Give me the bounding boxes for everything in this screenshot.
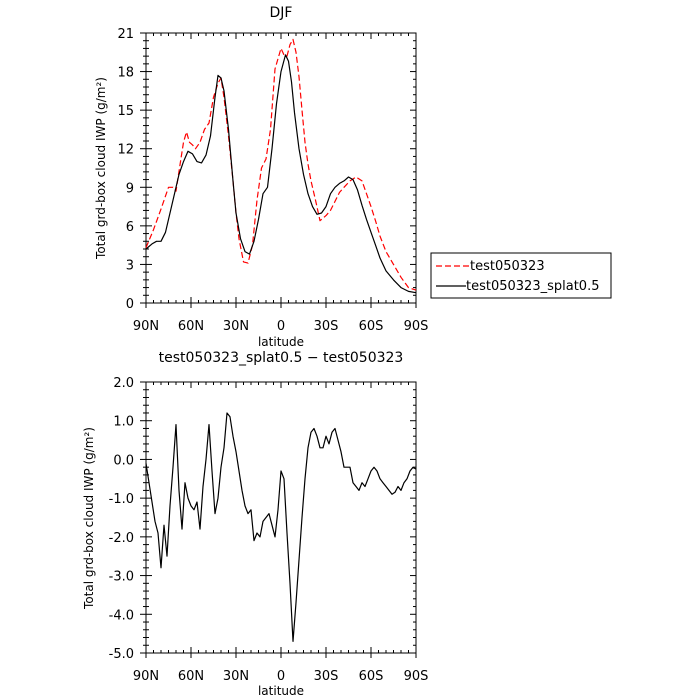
legend: test050323 test050323_splat0.5 <box>430 252 612 299</box>
bottom-y-tick-label: -3.0 <box>109 570 134 585</box>
bottom-chart: test050323_splat0.5 − test050323 -5.0 -4.… <box>82 350 428 698</box>
bottom-x-tick-label: 60S <box>359 669 384 684</box>
bottom-y-tick-label: -4.0 <box>109 608 134 623</box>
bottom-x-tick-label: 0 <box>277 669 285 684</box>
top-y-tick-label: 3 <box>126 258 134 273</box>
top-series-line-1 <box>145 38 417 291</box>
bottom-x-tick-label: 90N <box>133 669 159 684</box>
top-x-tick-label: 90S <box>404 319 429 334</box>
top-x-tick-label: 30N <box>223 319 249 334</box>
bottom-series-line-1 <box>145 412 417 643</box>
legend-box <box>430 252 612 299</box>
legend-label-series-2: test050323_splat0.5 <box>466 279 599 294</box>
top-chart: DJF 0 3 6 9 12 15 18 21 90N 60N 30N 0 30S 60S 90S lat… <box>94 5 612 349</box>
top-x-tick-label: 30S <box>314 319 339 334</box>
bottom-y-tick-label: -2.0 <box>109 531 134 546</box>
bottom-x-tick-label: 30N <box>223 669 249 684</box>
bottom-chart-title: test050323_splat0.5 − test050323 <box>159 350 404 366</box>
top-y-tick-label: 6 <box>126 220 134 235</box>
top-y-tick-label: 12 <box>117 143 134 158</box>
top-x-tick-label: 60S <box>359 319 384 334</box>
bottom-x-ticks: 90N 60N 30N 0 30S 60S 90S <box>133 382 429 684</box>
bottom-y-ticks: -5.0 -4.0 -3.0 -2.0 -1.0 0.0 1.0 2.0 <box>109 376 416 662</box>
bottom-x-tick-label: 30S <box>314 669 339 684</box>
top-y-ticks: 0 3 6 9 12 15 18 21 <box>117 27 416 312</box>
top-chart-title: DJF <box>270 5 293 21</box>
bottom-y-tick-label: -1.0 <box>109 492 134 507</box>
top-x-ticks: 90N 60N 30N 0 30S 60S 90S <box>133 33 429 334</box>
top-y-tick-label: 0 <box>126 297 134 312</box>
top-y-tick-label: 15 <box>117 104 134 119</box>
bottom-x-tick-label: 60N <box>178 669 204 684</box>
bottom-x-tick-label: 90S <box>404 669 429 684</box>
bottom-plot-frame <box>145 381 417 654</box>
top-x-tick-label: 0 <box>277 319 285 334</box>
top-x-axis-label: latitude <box>258 335 304 349</box>
top-series <box>145 38 417 294</box>
bottom-x-axis-label: latitude <box>258 684 304 698</box>
bottom-y-tick-label: 1.0 <box>113 415 134 430</box>
top-series-line-2 <box>145 54 417 294</box>
bottom-y-tick-label: 0.0 <box>113 453 134 468</box>
bottom-y-axis-label: Total grd-box cloud IWP (g/m²) <box>82 427 96 610</box>
top-y-tick-label: 9 <box>126 181 134 196</box>
top-y-tick-label: 21 <box>117 27 134 42</box>
top-x-tick-label: 90N <box>133 319 159 334</box>
legend-label-series-1: test050323 <box>470 259 545 274</box>
bottom-series <box>145 412 417 643</box>
bottom-y-tick-label: 2.0 <box>113 376 134 391</box>
bottom-y-tick-label: -5.0 <box>109 647 134 662</box>
top-x-tick-label: 60N <box>178 319 204 334</box>
top-y-tick-label: 18 <box>117 66 134 81</box>
top-y-axis-label: Total grd-box cloud IWP (g/m²) <box>94 77 108 260</box>
